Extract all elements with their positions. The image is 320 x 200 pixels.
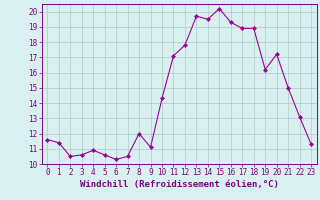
X-axis label: Windchill (Refroidissement éolien,°C): Windchill (Refroidissement éolien,°C) xyxy=(80,180,279,189)
